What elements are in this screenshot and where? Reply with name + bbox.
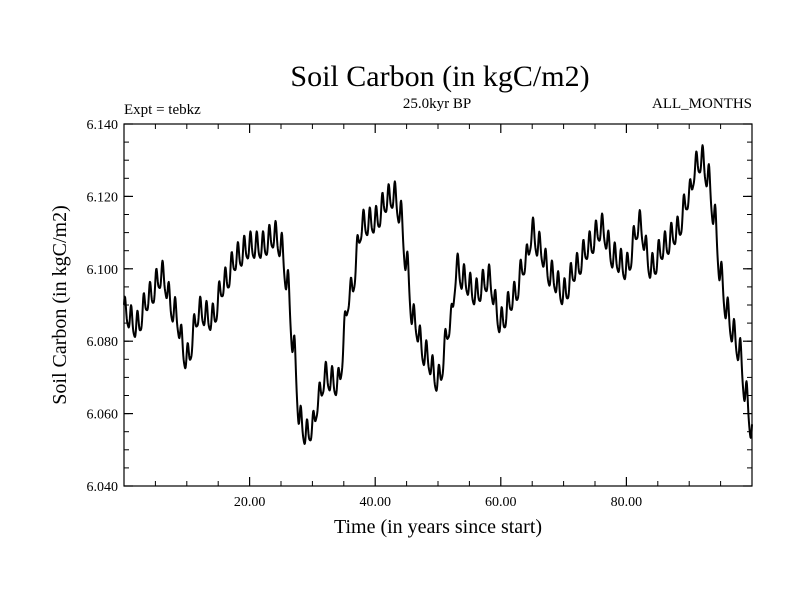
y-tick-label: 6.100 <box>87 263 119 278</box>
y-tick-label: 6.040 <box>87 480 119 495</box>
y-tick-label: 6.120 <box>87 190 119 205</box>
series-layer <box>123 144 753 445</box>
chart-title: Soil Carbon (in kgC/m2) <box>290 60 589 93</box>
x-tick-label: 60.00 <box>485 495 517 510</box>
subtitle-months: ALL_MONTHS <box>652 96 752 112</box>
x-tick-label: 20.00 <box>234 495 266 510</box>
y-tick-label: 6.080 <box>87 335 119 350</box>
subtitle-period: 25.0kyr BP <box>403 96 471 112</box>
x-tick-label: 80.00 <box>611 495 643 510</box>
x-tick-label: 40.00 <box>359 495 391 510</box>
subtitle-experiment: Expt = tebkz <box>124 102 201 118</box>
plot-frame <box>123 123 753 487</box>
y-axis-label: Soil Carbon (in kgC/m2) <box>49 205 71 404</box>
y-tick-label: 6.140 <box>87 118 119 133</box>
y-tick-label: 6.060 <box>87 408 119 423</box>
series-line-0 <box>123 144 753 445</box>
x-axis-label: Time (in years since start) <box>334 516 542 538</box>
